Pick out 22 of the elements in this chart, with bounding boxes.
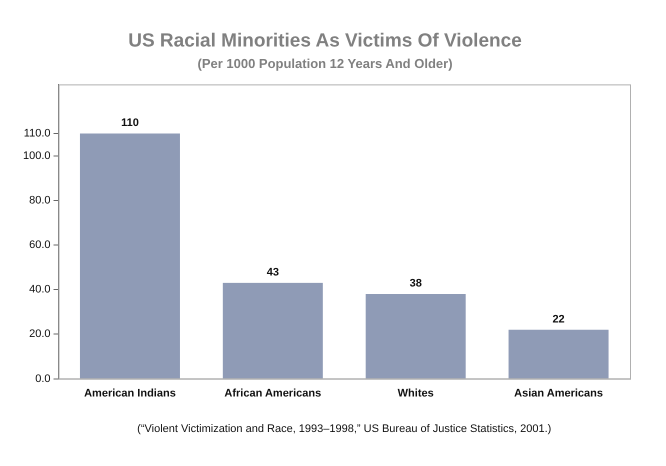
- data-label: 110: [121, 117, 139, 129]
- chart-title: US Racial Minorities As Victims Of Violence: [128, 30, 522, 52]
- y-tick-label: 40.0: [29, 284, 51, 296]
- x-tick-label: African Americans: [224, 387, 322, 400]
- bar: [80, 133, 180, 378]
- x-tick-label: Asian Americans: [514, 387, 603, 400]
- y-tick-label: 20.0: [29, 328, 51, 340]
- y-tick-label: 60.0: [29, 239, 51, 252]
- y-tick-label: 110.0: [24, 128, 51, 140]
- y-tick-label: 80.0: [29, 194, 51, 206]
- y-tick-label: 0.0: [35, 372, 51, 385]
- data-label: 38: [410, 278, 422, 290]
- x-tick-label: Whites: [398, 387, 434, 400]
- x-tick-label: American Indians: [84, 387, 176, 400]
- bar: [222, 282, 323, 378]
- text: (“Violent Victimization and Race, 1993–1998,” US Bureau of Justice Statistics, 2001.): [137, 422, 552, 435]
- data-label: 22: [552, 313, 565, 326]
- bar: [366, 294, 466, 378]
- data-label: 43: [266, 266, 279, 278]
- chart-subtitle: (Per 1000 Population 12 Years And Older): [197, 56, 453, 72]
- y-tick-label: 100.0: [22, 150, 51, 162]
- bar: [508, 330, 609, 378]
